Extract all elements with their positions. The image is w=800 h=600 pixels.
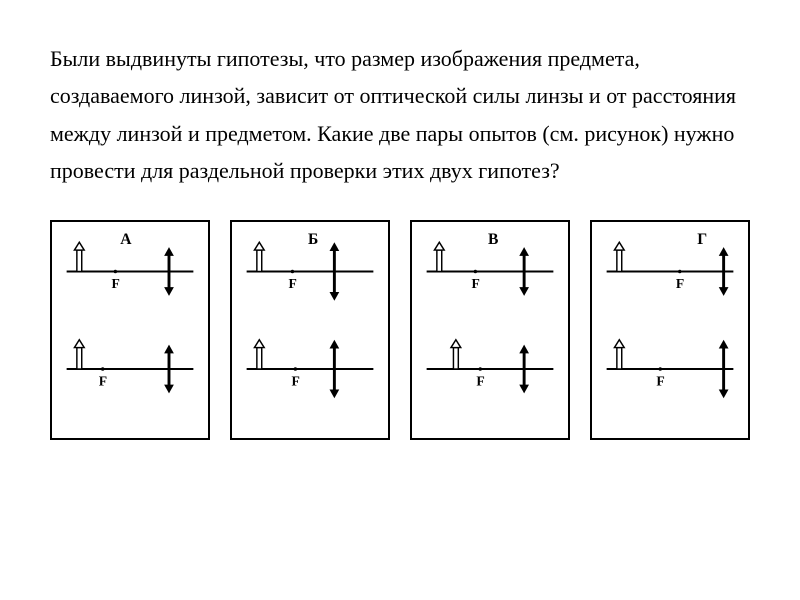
svg-text:F: F — [476, 373, 484, 388]
svg-text:F: F — [656, 373, 664, 388]
svg-text:F: F — [99, 373, 107, 388]
diagram-svg-b: Б F F — [232, 222, 388, 438]
question-text: Были выдвинуты гипотезы, что размер изоб… — [50, 40, 750, 190]
svg-text:А: А — [120, 231, 132, 248]
svg-text:F: F — [291, 373, 299, 388]
diagram-panel-v: В F F — [410, 220, 570, 440]
diagram-panel-b: Б F F — [230, 220, 390, 440]
diagram-panel-a: А F F — [50, 220, 210, 440]
diagram-svg-v: В F F — [412, 222, 568, 438]
diagram-panel-g: Г F F — [590, 220, 750, 440]
svg-text:В: В — [488, 231, 498, 248]
svg-text:F: F — [471, 276, 479, 291]
diagram-svg-a: А F F — [52, 222, 208, 438]
svg-text:Б: Б — [308, 231, 318, 248]
diagrams-container: А F F Б F F В F F Г F F — [50, 220, 750, 440]
svg-text:F: F — [289, 276, 297, 291]
svg-text:Г: Г — [697, 231, 707, 248]
diagram-svg-g: Г F F — [592, 222, 748, 438]
svg-text:F: F — [111, 276, 119, 291]
svg-text:F: F — [676, 276, 684, 291]
